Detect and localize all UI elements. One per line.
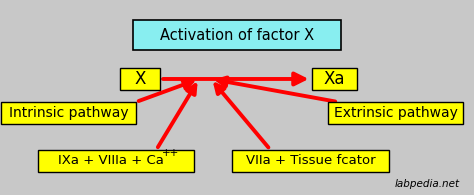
Text: Extrinsic pathway: Extrinsic pathway bbox=[334, 106, 458, 120]
FancyBboxPatch shape bbox=[311, 68, 356, 90]
Text: Xa: Xa bbox=[323, 70, 345, 88]
Text: IXa + VIIIa + Ca: IXa + VIIIa + Ca bbox=[58, 154, 164, 167]
FancyBboxPatch shape bbox=[328, 102, 464, 124]
FancyBboxPatch shape bbox=[38, 150, 194, 172]
Text: Activation of factor X: Activation of factor X bbox=[160, 28, 314, 43]
Text: ++: ++ bbox=[162, 148, 179, 159]
Text: VIIa + Tissue fcator: VIIa + Tissue fcator bbox=[246, 154, 375, 167]
Text: X: X bbox=[134, 70, 146, 88]
Text: labpedia.net: labpedia.net bbox=[395, 179, 460, 189]
FancyBboxPatch shape bbox=[232, 150, 389, 172]
Text: Intrinsic pathway: Intrinsic pathway bbox=[9, 106, 128, 120]
FancyBboxPatch shape bbox=[133, 20, 341, 50]
FancyBboxPatch shape bbox=[1, 102, 136, 124]
FancyBboxPatch shape bbox=[119, 68, 160, 90]
